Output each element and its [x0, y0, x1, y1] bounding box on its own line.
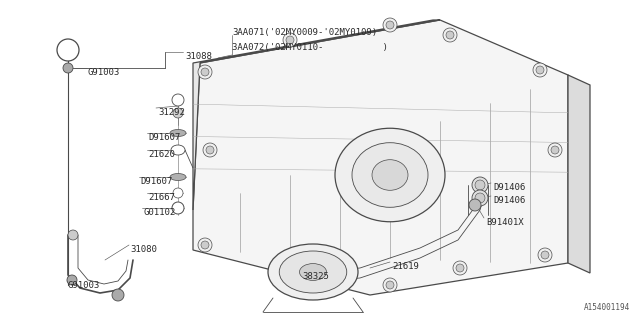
Circle shape [475, 193, 485, 203]
Polygon shape [193, 20, 440, 210]
Circle shape [112, 289, 124, 301]
Circle shape [201, 68, 209, 76]
Ellipse shape [372, 160, 408, 190]
Circle shape [443, 28, 457, 42]
Circle shape [283, 263, 297, 277]
Text: D91406: D91406 [493, 183, 525, 192]
Circle shape [536, 66, 544, 74]
Text: A154001194: A154001194 [584, 303, 630, 312]
Text: 31088: 31088 [185, 52, 212, 61]
Circle shape [551, 146, 559, 154]
Circle shape [172, 94, 184, 106]
Circle shape [456, 264, 464, 272]
Circle shape [383, 18, 397, 32]
Text: B91401X: B91401X [486, 218, 524, 227]
Ellipse shape [268, 244, 358, 300]
Circle shape [453, 261, 467, 275]
Circle shape [472, 177, 488, 193]
Ellipse shape [170, 173, 186, 180]
Text: 38325: 38325 [302, 272, 329, 281]
Polygon shape [193, 20, 568, 295]
Text: 31080: 31080 [130, 245, 157, 254]
Ellipse shape [335, 128, 445, 222]
Circle shape [446, 31, 454, 39]
Circle shape [533, 63, 547, 77]
Text: 21667: 21667 [148, 193, 175, 202]
Circle shape [469, 199, 481, 211]
Circle shape [63, 63, 73, 73]
Text: D91607: D91607 [140, 177, 172, 186]
Circle shape [386, 21, 394, 29]
Polygon shape [568, 75, 590, 273]
Circle shape [538, 248, 552, 262]
Circle shape [383, 278, 397, 292]
Circle shape [472, 190, 488, 206]
Text: 21619: 21619 [392, 262, 419, 271]
Circle shape [541, 251, 549, 259]
Ellipse shape [352, 143, 428, 207]
Circle shape [173, 188, 183, 198]
Circle shape [198, 238, 212, 252]
Circle shape [67, 275, 77, 285]
Ellipse shape [300, 264, 326, 280]
Text: 21620: 21620 [148, 150, 175, 159]
Ellipse shape [171, 145, 185, 155]
Circle shape [201, 241, 209, 249]
Circle shape [475, 180, 485, 190]
Circle shape [172, 202, 184, 214]
Circle shape [203, 143, 217, 157]
Text: G01102: G01102 [143, 208, 175, 217]
Circle shape [57, 39, 79, 61]
Ellipse shape [279, 251, 347, 293]
Text: D91607: D91607 [148, 133, 180, 142]
Circle shape [206, 146, 214, 154]
Circle shape [68, 230, 78, 240]
Circle shape [286, 36, 294, 44]
Circle shape [283, 33, 297, 47]
Text: G91003: G91003 [88, 68, 120, 77]
Circle shape [198, 65, 212, 79]
Circle shape [548, 143, 562, 157]
Text: G91003: G91003 [68, 281, 100, 290]
Text: 31292: 31292 [158, 108, 185, 117]
Ellipse shape [170, 130, 186, 137]
Circle shape [173, 108, 183, 118]
Text: 3AA072('02MY0110-           ): 3AA072('02MY0110- ) [232, 43, 388, 52]
Text: D91406: D91406 [493, 196, 525, 205]
Text: 3AA071('02MY0009-'02MY0109): 3AA071('02MY0009-'02MY0109) [232, 28, 377, 37]
Circle shape [386, 281, 394, 289]
Circle shape [286, 266, 294, 274]
